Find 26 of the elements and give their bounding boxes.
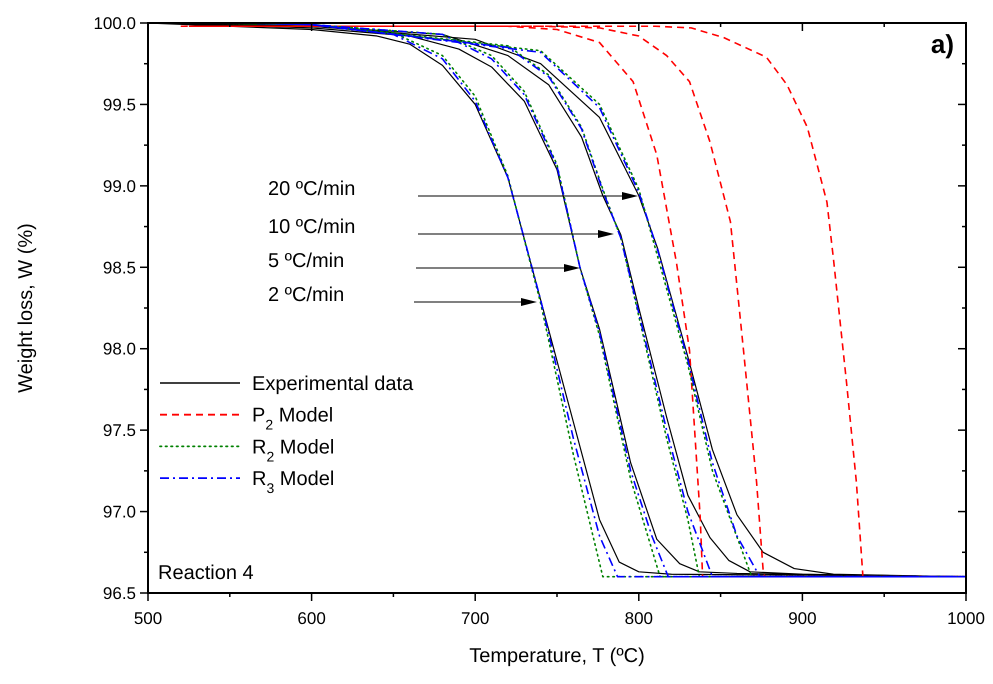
y-tick-label: 96.5 [102, 584, 136, 603]
y-tick-label: 100.0 [93, 14, 136, 33]
legend-label: P$_{2}$ Model [252, 404, 334, 433]
y-tick-label: 97.0 [102, 502, 136, 522]
annotation: 10 ºC/min [268, 216, 356, 238]
annotation: 2 ºC/min [268, 284, 344, 306]
legend-label: Experimental data [252, 373, 414, 395]
y-tick-label: 99.5 [102, 95, 136, 114]
y-tick-label: 97.5 [102, 421, 136, 440]
annotation: 20 ºC/min [268, 178, 356, 200]
x-tick-label: 700 [461, 609, 490, 628]
y-tick-label: 98.5 [102, 258, 136, 278]
x-tick-label: 500 [134, 609, 162, 628]
annotation: 5 ºC/min [268, 250, 344, 272]
annotation: a) [930, 29, 954, 59]
annotation: Reaction 4 [158, 562, 254, 584]
x-tick-label: 600 [297, 609, 326, 628]
y-tick-label: 99.0 [102, 176, 136, 196]
legend-label: R$_{3}$ Model [252, 468, 334, 496]
x-axis-title: Temperature, T (ºC) [469, 645, 645, 667]
legend-label: R$_{2}$ Model [252, 436, 334, 464]
y-tick-label: 98.0 [102, 340, 136, 359]
y-axis-title: Weight loss, W (%) [15, 223, 37, 393]
x-tick-label: 800 [624, 609, 653, 628]
x-tick-label: 1000 [947, 609, 985, 628]
x-tick-label: 900 [788, 609, 817, 628]
